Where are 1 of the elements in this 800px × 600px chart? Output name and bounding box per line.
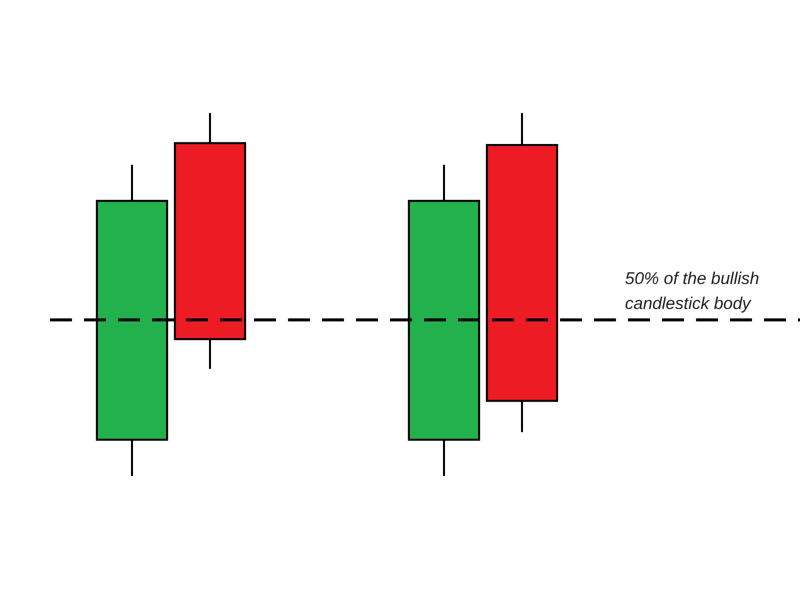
ref-line-label: 50% of the bullish candlestick body (625, 268, 760, 313)
